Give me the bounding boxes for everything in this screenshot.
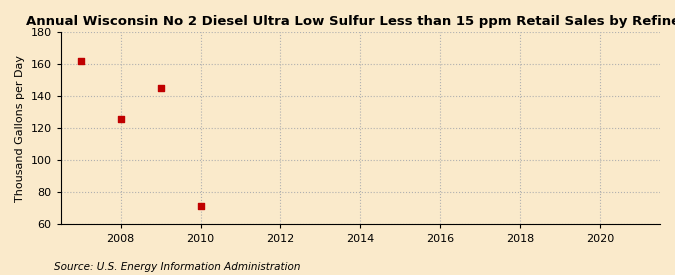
Point (195, 204, 206, 208)
Point (76, 59, 86, 63)
Text: Source: U.S. Energy Information Administration: Source: U.S. Energy Information Administ… (54, 262, 300, 272)
Title: Annual Wisconsin No 2 Diesel Ultra Low Sulfur Less than 15 ppm Retail Sales by R: Annual Wisconsin No 2 Diesel Ultra Low S… (26, 15, 675, 28)
Point (155, 86, 166, 90)
Point (115, 116, 126, 121)
Y-axis label: Thousand Gallons per Day: Thousand Gallons per Day (15, 55, 25, 202)
